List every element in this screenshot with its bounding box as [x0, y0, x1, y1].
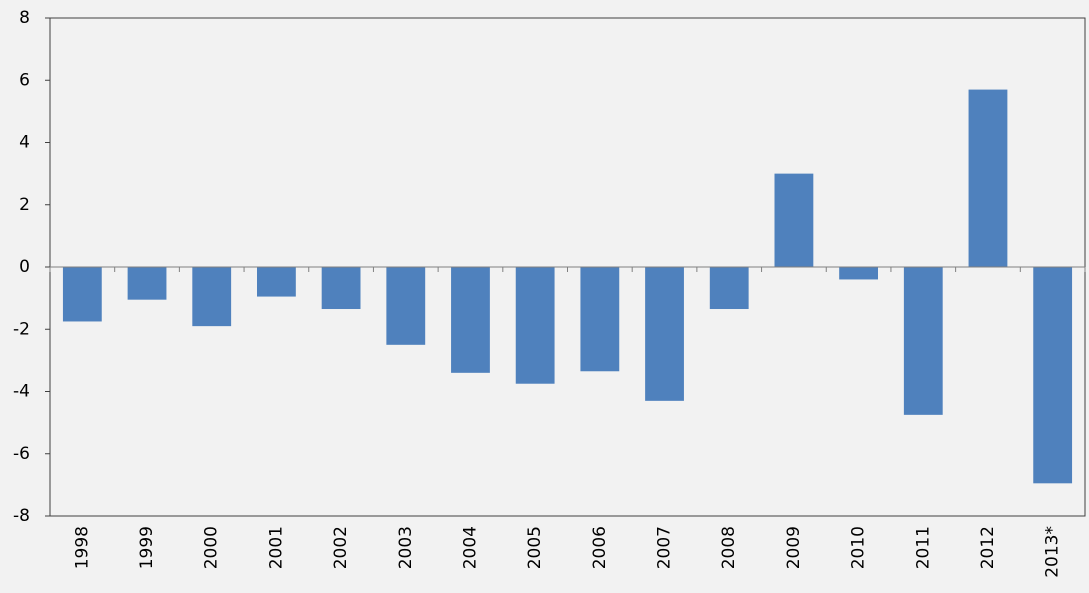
- bar: [515, 267, 555, 384]
- bar: [127, 267, 167, 300]
- bar: [192, 267, 232, 327]
- y-tick-label: -6: [13, 444, 30, 464]
- bar: [1033, 267, 1073, 484]
- x-tick-label: 2001: [266, 526, 286, 569]
- x-tick-label: 2008: [719, 526, 739, 569]
- bar: [62, 267, 102, 322]
- x-tick-label: 1998: [72, 526, 92, 569]
- y-tick-label: 4: [19, 133, 30, 153]
- y-tick-label: -8: [13, 506, 30, 526]
- x-tick-label: 2009: [784, 526, 804, 569]
- x-tick-label: 2002: [331, 526, 351, 569]
- bar: [968, 89, 1008, 268]
- x-tick-label: 1999: [137, 526, 157, 569]
- x-tick-label: 2006: [590, 526, 610, 569]
- y-tick-label: 8: [19, 8, 30, 28]
- x-tick-label: 2012: [978, 526, 998, 569]
- y-tick-label: 2: [19, 195, 30, 215]
- bar: [839, 267, 878, 280]
- bar: [645, 267, 684, 401]
- bar: [386, 267, 426, 345]
- x-tick-label: 2004: [460, 526, 480, 569]
- bar: [321, 267, 361, 310]
- bar: [774, 173, 814, 267]
- x-tick-label: 2003: [396, 526, 416, 569]
- bar: [451, 267, 490, 373]
- x-tick-label: 2013*: [1043, 526, 1063, 578]
- y-tick-label: 6: [19, 70, 30, 90]
- x-tick-label: 2000: [202, 526, 222, 569]
- bar: [257, 267, 296, 297]
- y-tick-label: -4: [13, 382, 30, 402]
- x-tick-label: 2005: [525, 526, 545, 569]
- bar: [580, 267, 620, 372]
- x-tick-label: 2011: [913, 526, 933, 569]
- x-tick-label: 2010: [849, 526, 869, 569]
- y-tick-label: -2: [13, 319, 30, 339]
- y-tick-label: 0: [19, 257, 30, 277]
- x-tick-label: 2007: [655, 526, 675, 569]
- bar: [903, 267, 943, 415]
- bar: [709, 267, 749, 310]
